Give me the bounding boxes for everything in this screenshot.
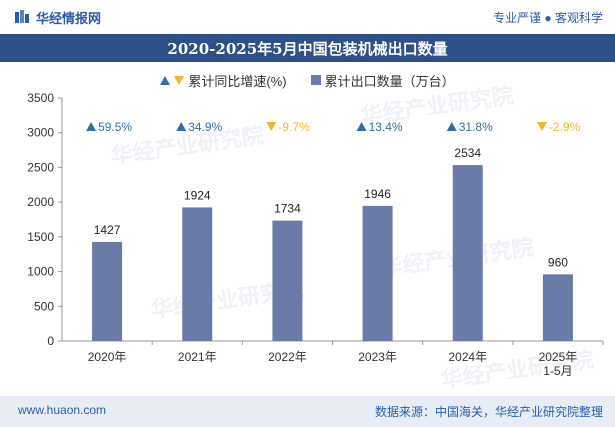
legend-growth-label: 累计同比增速(%): [188, 73, 287, 89]
y-tick-label: 1500: [27, 230, 54, 244]
y-tick-label: 2000: [27, 195, 54, 209]
x-tick-label-line: 2023年: [358, 350, 397, 364]
brand-name: 华经情报网: [36, 10, 102, 26]
growth-label: -9.7%: [278, 120, 310, 134]
bar: [272, 220, 303, 341]
bar: [542, 274, 573, 341]
bar-value-label: 960: [548, 255, 568, 269]
bar-value-label: 1924: [184, 188, 211, 202]
top-bar: 华经情报网 专业严谨 ● 客观科学: [0, 0, 615, 34]
y-tick-label: 2500: [27, 160, 54, 174]
y-tick-label: 0: [47, 334, 54, 348]
footer-source: 数据来源：中国海关，华经产业研究院整理: [374, 405, 603, 419]
legend-growth: 累计同比增速(%): [160, 71, 287, 90]
brand: 华经情报网: [14, 8, 101, 26]
triangle-up-icon: [160, 75, 171, 85]
growth-label: -2.9%: [549, 120, 581, 134]
y-tick-label: 3000: [27, 126, 54, 140]
growth-down-marker: [536, 122, 547, 131]
x-tick-label: 2025年 1-5月: [539, 350, 578, 378]
legend-quantity-label: 累计出口数量（万台）: [324, 73, 455, 89]
x-tick-label: 2021年: [178, 350, 217, 364]
growth-label: 31.8%: [459, 120, 493, 134]
bar-value-label: 1946: [364, 187, 391, 201]
y-tick-label: 1000: [27, 265, 54, 279]
x-tick-label: 2024年: [448, 350, 487, 364]
growth-up-marker: [356, 122, 367, 131]
x-tick-label: 2023年: [358, 350, 397, 364]
growth-label: 34.9%: [188, 120, 222, 134]
legend-quantity: 累计出口数量（万台）: [310, 71, 455, 90]
y-tick-label: 500: [34, 299, 54, 313]
brand-logo-icon: [15, 10, 29, 23]
bar: [452, 165, 483, 341]
bar: [92, 241, 123, 341]
x-tick-label-line: 2025年: [539, 350, 578, 364]
growth-up-marker: [86, 122, 97, 131]
x-tick-label-line: 2021年: [178, 350, 217, 364]
y-tick-label: 3500: [27, 91, 54, 105]
bar-chart: 0 500 1000 1500 2000 2500 3000 3500 1427 2020年 59.…: [27, 91, 604, 378]
growth-up-marker: [176, 122, 187, 131]
footer-website: www.huaon.com: [18, 403, 107, 417]
bar-value-label: 2534: [454, 146, 481, 160]
growth-label: 59.5%: [98, 120, 132, 134]
bar-swatch-icon: [310, 75, 321, 85]
bar: [362, 205, 393, 341]
chart-title: 2020-2025年5月中国包装机械出口数量: [0, 34, 615, 62]
x-tick-label-line: 1-5月: [543, 364, 572, 378]
growth-up-marker: [446, 122, 457, 131]
x-tick-label-line: 2020年: [88, 350, 127, 364]
triangle-down-icon: [174, 75, 185, 85]
growth-down-marker: [266, 122, 277, 131]
x-tick-label: 2022年: [268, 350, 307, 364]
footer: www.huaon.com 数据来源：中国海关，华经产业研究院整理: [0, 396, 615, 427]
bar-value-label: 1427: [94, 223, 121, 237]
bar-value-label: 1734: [274, 202, 301, 216]
x-tick-label-line: 2024年: [448, 350, 487, 364]
growth-label: 13.4%: [369, 120, 403, 134]
x-tick-label-line: 2022年: [268, 350, 307, 364]
x-tick-label: 2020年: [88, 350, 127, 364]
tagline: 专业严谨 ● 客观科学: [493, 11, 603, 25]
legend: 累计同比增速(%) 累计出口数量（万台）: [0, 70, 615, 90]
bar: [182, 207, 213, 341]
